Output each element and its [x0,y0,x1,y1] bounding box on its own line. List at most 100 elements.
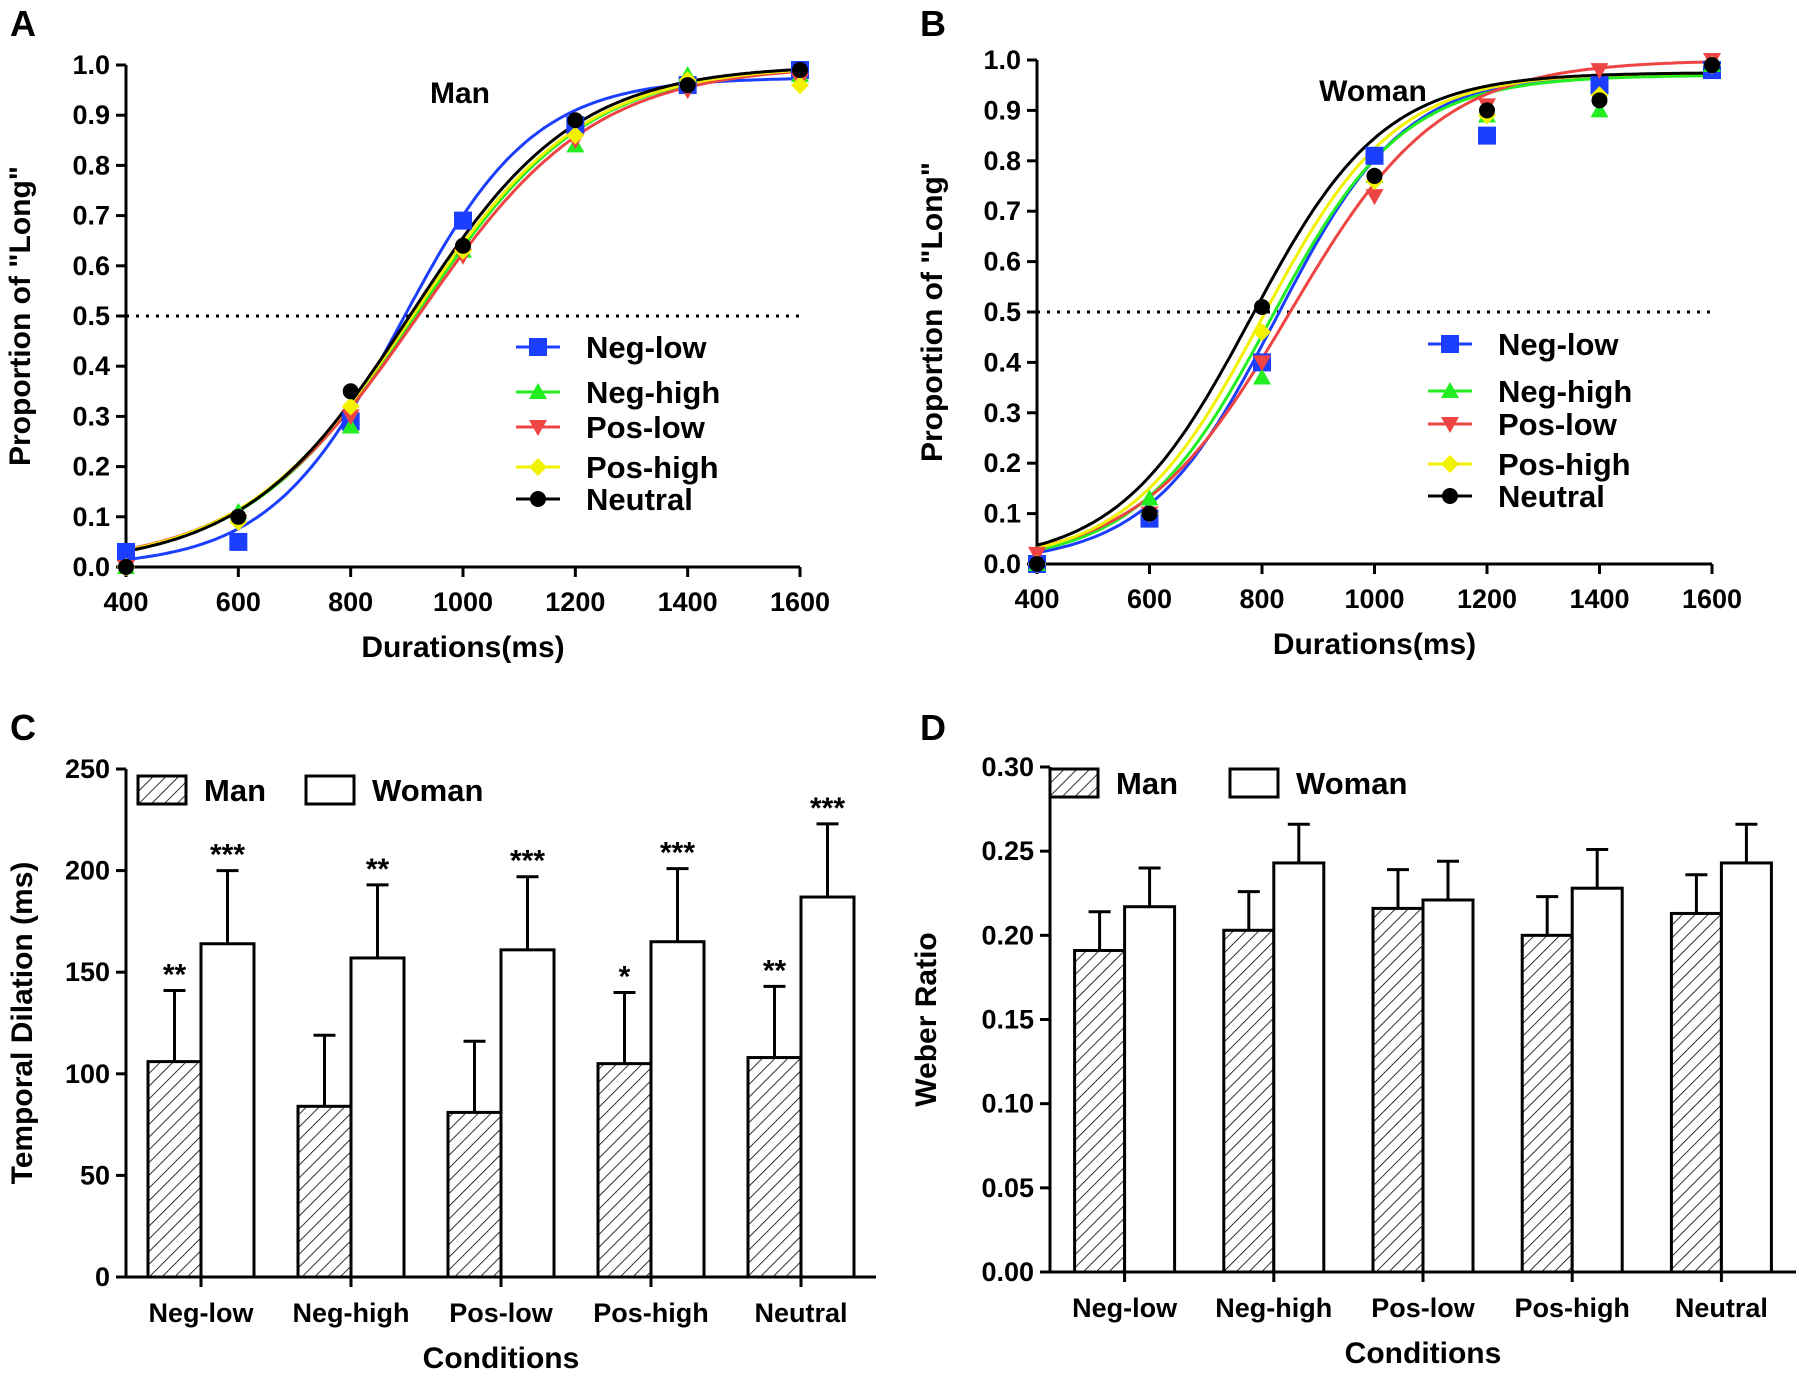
y-tick-label: 50 [80,1160,110,1190]
bar-man [146,1060,203,1279]
y-tick-label: 0.25 [981,836,1034,866]
legend-swatch-man [136,774,188,806]
data-point-neutral [1591,92,1608,109]
bar-man [1669,911,1723,1274]
y-tick-label: 0.30 [981,752,1034,782]
significance-label: *** [660,837,695,870]
legend-swatch-man [1048,767,1100,799]
x-tick-label: Neutral [1675,1293,1768,1323]
significance-label: ** [763,954,787,987]
data-point-neutral [679,77,696,94]
bar-woman [199,942,256,1279]
bar-man [596,1062,653,1279]
panel-letter-c: C [10,707,36,748]
x-tick-label: Neg-low [149,1298,255,1328]
y-tick-label: 0.2 [983,448,1021,478]
data-point-neutral [792,62,808,79]
chart-title: Man [430,77,490,110]
legend-swatch-woman [304,774,356,806]
x-tick-label: 400 [103,587,148,617]
x-tick-label: Neg-high [1215,1293,1332,1323]
y-tick-label: 0.4 [72,351,110,381]
bar-man [1520,933,1574,1274]
panel-b-chart: 0.0 0.1 0.2 0.3 0.4 0.5 0.6 0.7 0.8 0.9 1.0 400 600 8… [916,45,1742,661]
y-tick-label: 1.0 [72,50,110,80]
data-point-neutral [567,112,584,129]
data-point-neg-low [117,542,135,561]
legend-label-neg-high: Neg-high [1498,374,1632,409]
y-tick-label: 0.9 [983,95,1021,125]
x-tick-label: 1400 [1569,584,1629,614]
y-tick-label: 200 [65,856,110,886]
y-tick-label: 0.20 [981,920,1034,950]
y-tick-label: 0.1 [983,499,1021,529]
legend-label-neutral: Neutral [1498,479,1605,514]
legend-marker-pos-low [1441,417,1459,433]
y-tick-label: 0.5 [72,301,110,331]
y-tick-label: 0.3 [983,398,1021,428]
legend-marker-neg-high [529,383,547,399]
x-tick-label: 1400 [658,587,718,617]
y-tick-label: 0.10 [981,1089,1034,1119]
data-point-pos-low [1253,355,1271,372]
panel-c-chart: 050100150200250Neg-low*****Neg-high**Pos… [6,754,876,1375]
x-tick-label: 1200 [1457,584,1517,614]
x-axis-title: Durations(ms) [1273,628,1476,661]
y-tick-label: 0.1 [72,502,110,532]
bar-woman [499,948,556,1279]
data-point-neutral [1254,298,1270,315]
y-tick-label: 1.0 [983,45,1021,75]
panel-letter-d: D [920,707,946,748]
legend-label-woman: Woman [372,773,483,808]
bar-woman [349,956,406,1279]
data-point-neutral [342,383,359,400]
bar-woman [799,895,856,1279]
data-point-neg-low [1590,76,1609,95]
fit-curve-neg-low [125,77,801,561]
significance-label: *** [810,792,845,825]
y-tick-label: 0.3 [72,401,110,431]
data-point-neg-high [1590,101,1609,118]
y-tick-label: 0.4 [983,347,1021,377]
bar-woman [1570,886,1624,1274]
y-tick-label: 0.0 [72,552,110,582]
legend-marker-neg-low [529,338,547,356]
legend-marker-neutral [530,491,546,507]
bar-man [446,1110,503,1279]
x-tick-label: 1200 [545,587,605,617]
data-point-pos-high [1253,323,1271,342]
legend-marker-pos-high [1441,455,1459,473]
bar-man [296,1104,353,1279]
bar-woman [1123,905,1177,1274]
x-tick-label: Pos-low [449,1298,554,1328]
y-tick-label: 0.8 [72,150,110,180]
data-point-neutral [455,237,471,254]
x-tick-label: 1600 [770,587,830,617]
data-point-pos-high [791,76,809,95]
legend-label-woman: Woman [1296,766,1407,801]
y-axis-title: Proportion of "Long" [4,166,37,466]
y-tick-label: 0.0 [983,549,1021,579]
legend-label-pos-low: Pos-low [1498,407,1618,442]
y-tick-label: 0.6 [72,251,110,281]
bar-man [746,1056,803,1279]
panel-d-chart: 0.00 0.05 0.10 0.15 0.20 0.25 0.30 Neg-low Neg-h… [910,752,1796,1370]
data-point-pos-low [1028,546,1046,563]
data-point-neg-low [229,532,248,551]
data-point-pos-high [341,397,360,416]
x-tick-label: Pos-high [1514,1293,1630,1323]
data-point-neg-high [341,417,360,434]
panel-letter-a: A [10,3,36,44]
y-tick-label: 100 [65,1059,110,1089]
data-point-neutral [1029,556,1045,572]
y-tick-label: 0.9 [72,100,110,130]
legend-marker-neutral [1442,488,1458,504]
legend-marker-neg-low [1441,335,1459,353]
x-tick-label: 1000 [433,587,493,617]
bar-woman [649,940,706,1279]
significance-label: * [619,961,631,994]
y-tick-label: 0.2 [72,452,110,482]
y-tick-label: 0.6 [983,247,1021,277]
x-tick-label: 1600 [1682,584,1742,614]
x-tick-label: Neg-high [293,1298,410,1328]
